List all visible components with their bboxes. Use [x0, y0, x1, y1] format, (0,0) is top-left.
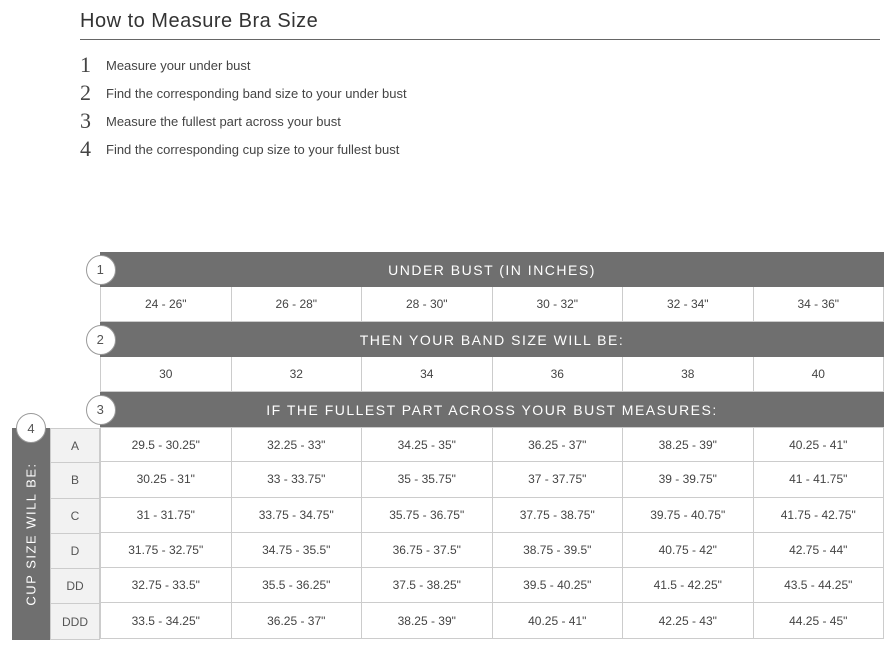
- value-cell: 36: [493, 357, 624, 392]
- step-text: Measure your under bust: [106, 58, 251, 73]
- cup-cell: 35.75 - 36.75": [362, 498, 493, 533]
- value-cell: 28 - 30": [362, 287, 493, 322]
- cup-cell: 32.75 - 33.5": [100, 568, 232, 603]
- cup-cell: 36.25 - 37": [493, 427, 624, 462]
- value-cell: 32 - 34": [623, 287, 754, 322]
- title-rule: [80, 39, 880, 40]
- cup-cell: 35 - 35.75": [362, 462, 493, 497]
- step-text: Find the corresponding band size to your…: [106, 86, 407, 101]
- page-title: How to Measure Bra Size: [80, 10, 896, 33]
- badge-4: 4: [16, 413, 46, 443]
- bust-measure-header-label: IF THE FULLEST PART ACROSS YOUR BUST MEA…: [266, 402, 718, 418]
- value-cell: 30 - 32": [493, 287, 624, 322]
- value-cell: 34 - 36": [754, 287, 885, 322]
- cup-cell: 39.5 - 40.25": [493, 568, 624, 603]
- step-text: Measure the fullest part across your bus…: [106, 114, 341, 129]
- cup-cell: 41.5 - 42.25": [623, 568, 754, 603]
- cup-cell: 39.75 - 40.75": [623, 498, 754, 533]
- cup-measurement-rows: 29.5 - 30.25"32.25 - 33"34.25 - 35"36.25…: [100, 427, 884, 639]
- cup-row: 31 - 31.75"33.75 - 34.75"35.75 - 36.75"3…: [100, 498, 884, 533]
- main-grid: 1 UNDER BUST (IN INCHES) 24 - 26"26 - 28…: [100, 252, 884, 639]
- cup-cell: 42.25 - 43": [623, 603, 754, 638]
- step: 4 Find the corresponding cup size to your…: [80, 138, 896, 160]
- under-bust-header-label: UNDER BUST (IN INCHES): [388, 262, 596, 278]
- cup-letter-cell: B: [50, 463, 100, 498]
- cup-row: 31.75 - 32.75"34.75 - 35.5"36.75 - 37.5"…: [100, 533, 884, 568]
- cup-cell: 40.25 - 41": [493, 603, 624, 638]
- step-number: 2: [80, 82, 102, 104]
- steps-list: 1 Measure your under bust 2 Find the corres…: [80, 54, 896, 160]
- cup-cell: 31 - 31.75": [100, 498, 232, 533]
- cup-cell: 36.75 - 37.5": [362, 533, 493, 568]
- value-cell: 26 - 28": [232, 287, 363, 322]
- cup-cell: 38.25 - 39": [623, 427, 754, 462]
- cup-letter-cell: DDD: [50, 604, 100, 639]
- cup-size-vertical-header: 4 CUP SIZE WILL BE:: [12, 428, 50, 640]
- cup-cell: 33.5 - 34.25": [100, 603, 232, 638]
- cup-row: 33.5 - 34.25"36.25 - 37"38.25 - 39"40.25…: [100, 603, 884, 638]
- cup-cell: 33.75 - 34.75": [232, 498, 363, 533]
- cup-cell: 44.25 - 45": [754, 603, 885, 638]
- cup-cell: 32.25 - 33": [232, 427, 363, 462]
- cup-letter-column: ABCDDDDDD: [50, 428, 100, 640]
- band-size-header-label: THEN YOUR BAND SIZE WILL BE:: [360, 332, 625, 348]
- cup-cell: 36.25 - 37": [232, 603, 363, 638]
- value-cell: 34: [362, 357, 493, 392]
- band-size-row: 303234363840: [100, 357, 884, 392]
- step: 1 Measure your under bust: [80, 54, 896, 76]
- cup-cell: 30.25 - 31": [100, 462, 232, 497]
- cup-letter-cell: D: [50, 534, 100, 569]
- bust-measure-header: 3 IF THE FULLEST PART ACROSS YOUR BUST M…: [100, 392, 884, 427]
- step: 2 Find the corresponding band size to you…: [80, 82, 896, 104]
- value-cell: 30: [100, 357, 232, 392]
- badge-2: 2: [86, 325, 116, 355]
- step-number: 3: [80, 110, 102, 132]
- cup-cell: 37 - 37.75": [493, 462, 624, 497]
- under-bust-header: 1 UNDER BUST (IN INCHES): [100, 252, 884, 287]
- step: 3 Measure the fullest part across your bu…: [80, 110, 896, 132]
- value-cell: 40: [754, 357, 885, 392]
- step-number: 1: [80, 54, 102, 76]
- cup-cell: 41 - 41.75": [754, 462, 885, 497]
- cup-letter-cell: C: [50, 499, 100, 534]
- cup-cell: 38.75 - 39.5": [493, 533, 624, 568]
- cup-cell: 35.5 - 36.25": [232, 568, 363, 603]
- step-number: 4: [80, 138, 102, 160]
- under-bust-row: 24 - 26"26 - 28"28 - 30"30 - 32"32 - 34"…: [100, 287, 884, 322]
- cup-cell: 39 - 39.75": [623, 462, 754, 497]
- cup-cell: 34.25 - 35": [362, 427, 493, 462]
- cup-cell: 40.25 - 41": [754, 427, 885, 462]
- badge-1: 1: [86, 255, 116, 285]
- cup-row: 30.25 - 31"33 - 33.75"35 - 35.75"37 - 37…: [100, 462, 884, 497]
- cup-cell: 42.75 - 44": [754, 533, 885, 568]
- band-size-header: 2 THEN YOUR BAND SIZE WILL BE:: [100, 322, 884, 357]
- badge-3: 3: [86, 395, 116, 425]
- cup-letter-cell: DD: [50, 569, 100, 604]
- cup-cell: 43.5 - 44.25": [754, 568, 885, 603]
- step-text: Find the corresponding cup size to your …: [106, 142, 399, 157]
- value-cell: 38: [623, 357, 754, 392]
- cup-cell: 29.5 - 30.25": [100, 427, 232, 462]
- cup-cell: 37.5 - 38.25": [362, 568, 493, 603]
- cup-cell: 40.75 - 42": [623, 533, 754, 568]
- cup-cell: 41.75 - 42.75": [754, 498, 885, 533]
- value-cell: 24 - 26": [100, 287, 232, 322]
- cup-cell: 33 - 33.75": [232, 462, 363, 497]
- value-cell: 32: [232, 357, 363, 392]
- cup-cell: 31.75 - 32.75": [100, 533, 232, 568]
- cup-size-vertical-label: CUP SIZE WILL BE:: [24, 462, 39, 605]
- cup-row: 29.5 - 30.25"32.25 - 33"34.25 - 35"36.25…: [100, 427, 884, 462]
- cup-row: 32.75 - 33.5"35.5 - 36.25"37.5 - 38.25"3…: [100, 568, 884, 603]
- cup-cell: 34.75 - 35.5": [232, 533, 363, 568]
- cup-cell: 37.75 - 38.75": [493, 498, 624, 533]
- cup-cell: 38.25 - 39": [362, 603, 493, 638]
- cup-letter-cell: A: [50, 428, 100, 463]
